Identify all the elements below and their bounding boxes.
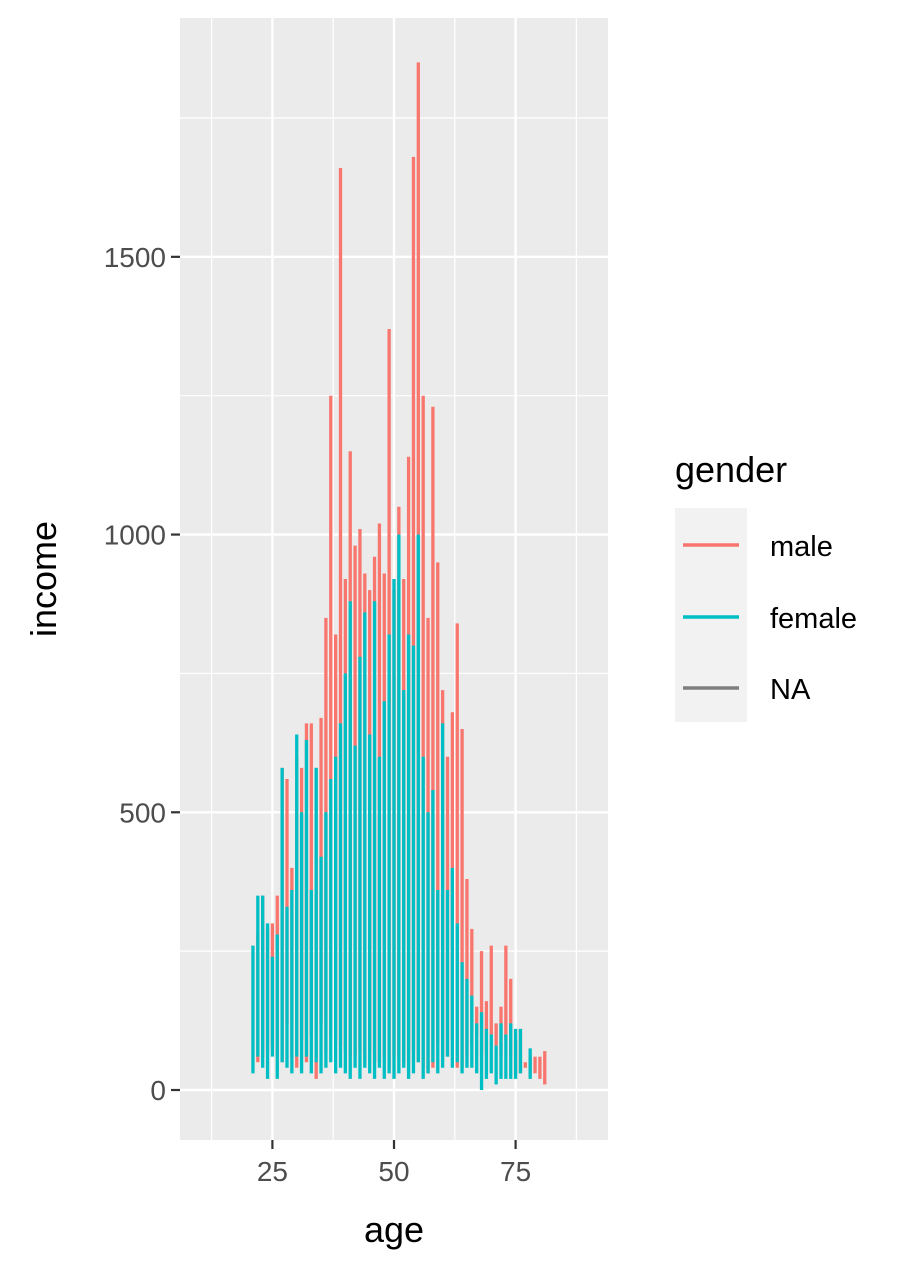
y-tick-label: 500: [119, 797, 166, 828]
grid-minor: [180, 18, 608, 1140]
x-axis-title: age: [364, 1209, 424, 1250]
series-layer: [251, 62, 547, 1091]
series-female: [251, 534, 532, 1091]
legend-key-background: [675, 508, 747, 722]
x-tick-label: 50: [378, 1156, 409, 1187]
x-tick-label: 25: [257, 1156, 288, 1187]
legend-label-male: male: [770, 531, 833, 563]
y-axis: 0 500 1000 1500: [104, 242, 180, 1106]
legend-label-female: female: [770, 603, 857, 635]
legend-label-na: NA: [770, 674, 811, 706]
y-axis-title: income: [23, 521, 64, 637]
x-axis: 25 50 75: [257, 1140, 531, 1187]
y-tick-label: 1500: [104, 242, 166, 273]
y-tick-label: 0: [150, 1075, 166, 1106]
legend: gender male female NA: [675, 449, 857, 722]
y-tick-label: 1000: [104, 520, 166, 551]
legend-title: gender: [675, 449, 787, 490]
x-tick-label: 75: [500, 1156, 531, 1187]
